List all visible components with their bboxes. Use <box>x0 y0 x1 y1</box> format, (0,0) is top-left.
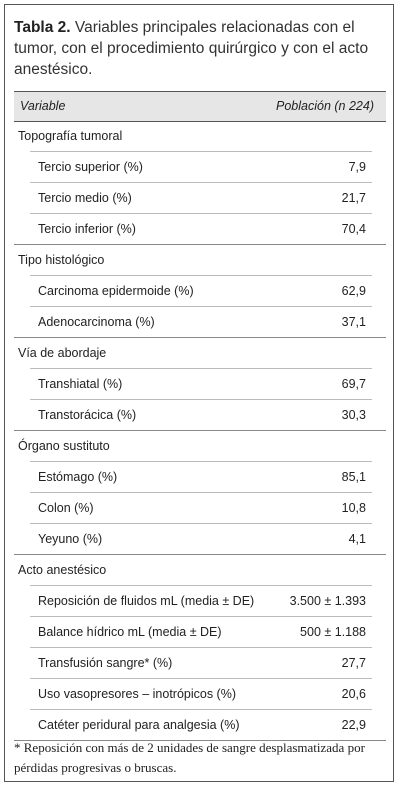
table-row: Transfusión sangre* (%) 27,7 <box>30 647 372 678</box>
table-row: Tercio inferior (%) 70,4 <box>30 213 372 244</box>
row-value: 20,6 <box>341 687 366 701</box>
row-value: 21,7 <box>341 191 366 205</box>
row-label: Carcinoma epidermoide (%) <box>38 284 194 298</box>
row-label: Tercio superior (%) <box>38 160 143 174</box>
table-row: Uso vasopresores – inotrópicos (%) 20,6 <box>30 678 372 709</box>
group-label: Vía de abordaje <box>18 346 107 360</box>
row-label: Reposición de fluidos mL (media ± DE) <box>38 594 255 608</box>
row-group: Tipo histológico Carcinoma epidermoide (%… <box>14 245 386 338</box>
row-label: Yeyuno (%) <box>38 532 103 546</box>
table-row: Tercio medio (%) 21,7 <box>30 182 372 213</box>
row-value: 62,9 <box>341 284 366 298</box>
row-group: Topografía tumoral Tercio superior (%) 7,9… <box>14 121 386 245</box>
table-row: Estómago (%) 85,1 <box>30 461 372 492</box>
table-body: Topografía tumoral Tercio superior (%) 7,9… <box>14 121 386 741</box>
row-label: Transhiatal (%) <box>38 377 123 391</box>
table-row: Catéter peridural para analgesia (%) 22,9 <box>30 709 372 740</box>
row-label: Balance hídrico mL (media ± DE) <box>38 625 222 639</box>
row-value: 10,8 <box>341 501 366 515</box>
row-label: Tercio inferior (%) <box>38 222 136 236</box>
header-row: Variable Población (n 224) <box>14 91 386 122</box>
row-group: Vía de abordaje Transhiatal (%) 69,7 Transt… <box>14 338 386 431</box>
caption-text: Variables principales relacionadas con e… <box>14 19 369 78</box>
row-value: 69,7 <box>341 377 366 391</box>
row-value: 37,1 <box>341 315 366 329</box>
row-label: Tercio medio (%) <box>38 191 132 205</box>
header-cell: Variable <box>20 99 66 113</box>
row-label: Uso vasopresores – inotrópicos (%) <box>38 687 236 701</box>
row-label: Transtorácica (%) <box>38 408 137 422</box>
group-label: Topografía tumoral <box>18 129 123 143</box>
table-row: Reposición de fluidos mL (media ± DE) 3.5… <box>30 585 372 616</box>
table-row: Yeyuno (%) 4,1 <box>30 523 372 554</box>
row-group: Órgano sustituto Estómago (%) 85,1 Colon (%… <box>14 431 386 555</box>
header-cell: Población (n 224) <box>276 99 374 113</box>
row-label: Adenocarcinoma (%) <box>38 315 155 329</box>
row-value: 4,1 <box>348 532 366 546</box>
table-row: Adenocarcinoma (%) 37,1 <box>30 306 372 337</box>
table-row: Balance hídrico mL (media ± DE) 500 ± 1.1… <box>30 616 372 647</box>
row-label: Colon (%) <box>38 501 94 515</box>
table-row: Transtorácica (%) 30,3 <box>30 399 372 430</box>
row-label: Estómago (%) <box>38 470 118 484</box>
table-box: Tabla 2. Variables principales relaciona… <box>4 4 394 782</box>
caption-label: Tabla 2. <box>14 19 71 36</box>
table-row: Transhiatal (%) 69,7 <box>30 368 372 399</box>
group-label: Acto anestésico <box>18 563 107 577</box>
table-row: Colon (%) 10,8 <box>30 492 372 523</box>
footnote: * Reposición con más de 2 unidades de sa… <box>14 740 365 775</box>
group-label: Tipo histológico <box>18 253 105 267</box>
row-value: 30,3 <box>341 408 366 422</box>
table-row: Tercio superior (%) 7,9 <box>30 151 372 182</box>
row-value: 500 ± 1.188 <box>300 625 366 639</box>
row-value: 7,9 <box>348 160 366 174</box>
row-label: Transfusión sangre* (%) <box>38 656 173 670</box>
row-value: 3.500 ± 1.393 <box>289 594 366 608</box>
row-value: 85,1 <box>341 470 366 484</box>
group-label: Órgano sustituto <box>18 439 110 453</box>
row-value: 70,4 <box>341 222 366 236</box>
caption: Tabla 2. Variables principales relaciona… <box>14 17 386 80</box>
row-value: 27,7 <box>341 656 366 670</box>
row-label: Catéter peridural para analgesia (%) <box>38 718 240 732</box>
row-group: Acto anestésico Reposición de fluidos mL … <box>14 555 386 741</box>
table-row: Carcinoma epidermoide (%) 62,9 <box>30 275 372 306</box>
row-value: 22,9 <box>341 718 366 732</box>
